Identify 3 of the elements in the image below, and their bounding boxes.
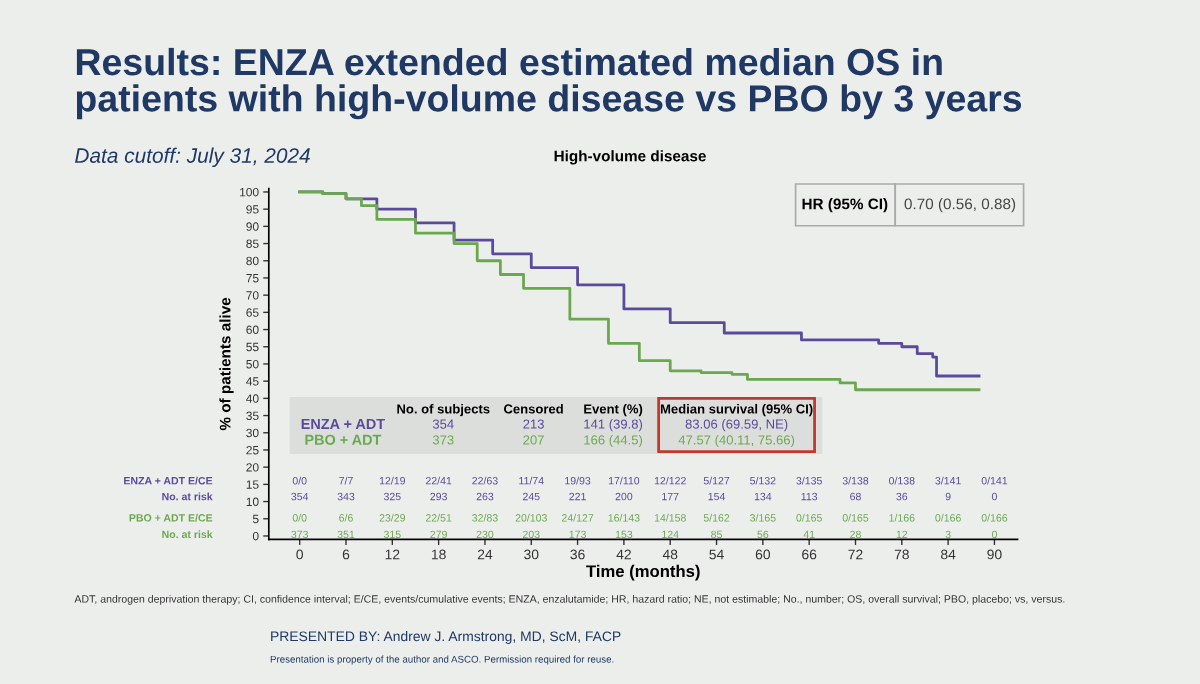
chart-title: Results: ENZA extended estimated median OS in patients with high-volume disease vs PBO by 3 years: [76, 47, 1022, 120]
chart-subtitle: Data cutoff: July 31, 2024: [75, 147, 310, 168]
x-axis-title: Time (months): [586, 564, 700, 581]
